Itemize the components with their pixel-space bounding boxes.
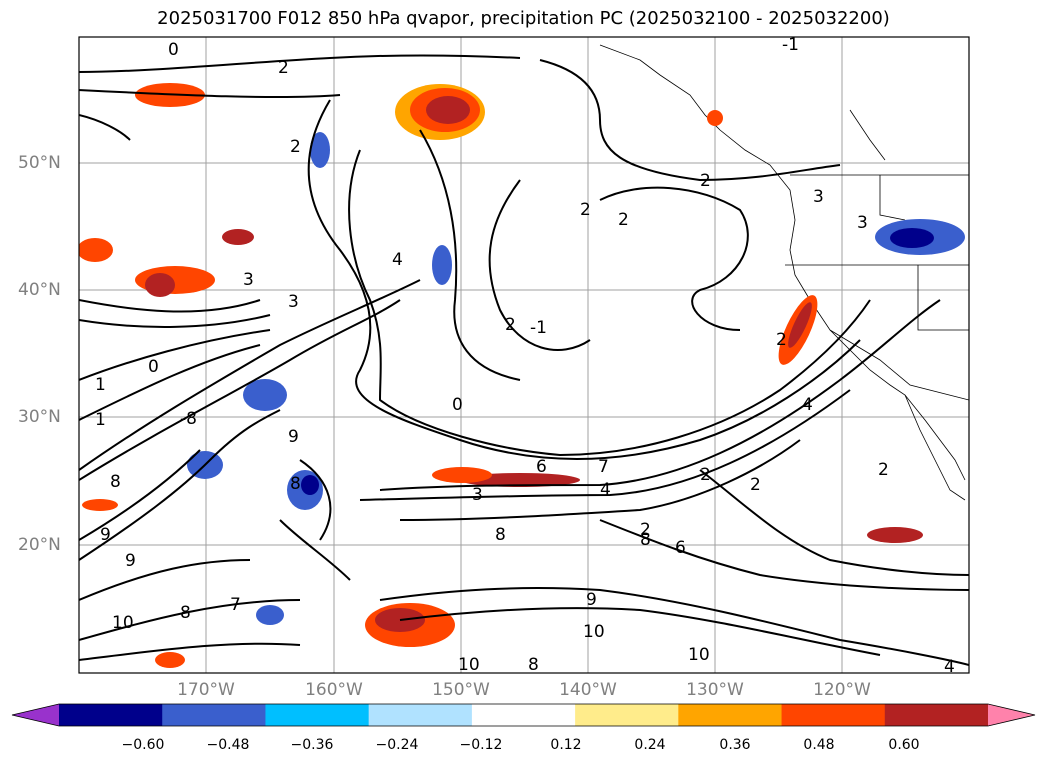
contour-label: 3 — [243, 270, 254, 290]
contour-label: 1 — [95, 375, 106, 395]
contour-label: 10 — [458, 655, 480, 675]
colorbar-tick: −0.48 — [206, 737, 250, 753]
contour-label: 9 — [100, 525, 111, 545]
contour-label: 3 — [288, 292, 299, 312]
contour-label: 2 — [580, 200, 591, 220]
contour-label: 8 — [495, 525, 506, 545]
contour-label: 3 — [472, 485, 483, 505]
graticule — [79, 37, 969, 673]
lon-label-150w: 150°W — [432, 680, 490, 700]
colorbar-segment — [59, 704, 163, 726]
colorbar-segment — [162, 704, 266, 726]
contour-labels: 0 2 -1 2 2 2 2 2 2 4 3 3 3 2 -1 1 0 1 -8… — [95, 35, 955, 677]
contour-label: 1 — [95, 410, 106, 430]
colorbar-tick: 0.12 — [550, 737, 582, 753]
precip-shading — [79, 83, 965, 668]
colorbar-tick: 0.36 — [719, 737, 751, 753]
contour-label: 9 — [586, 590, 597, 610]
colorbar-segment — [471, 704, 576, 726]
colorbar-segment — [678, 704, 783, 726]
lon-label-170w: 170°W — [177, 680, 235, 700]
colorbar-tick: −0.24 — [375, 737, 419, 753]
contour-label: 8 — [290, 474, 301, 494]
colorbar-extend-low — [12, 704, 59, 726]
colorbar-tick: 0.60 — [888, 737, 920, 753]
contour-label: 6 — [536, 457, 547, 477]
contour-label: 10 — [688, 645, 710, 665]
colorbar-segment — [368, 704, 473, 726]
map-plot-area: 0 2 -1 2 2 2 2 2 2 4 3 3 3 2 -1 1 0 1 -8… — [79, 35, 969, 677]
colorbar-tick: −0.60 — [121, 737, 165, 753]
contour-label: 9 — [288, 427, 299, 447]
contour-label: 4 — [944, 657, 955, 677]
contour-label: 10 — [112, 613, 134, 633]
contour-label: 9 — [125, 551, 136, 571]
colorbar-segment — [884, 704, 989, 726]
contour-label: -8 — [180, 409, 197, 429]
lon-label-120w: 120°W — [813, 680, 871, 700]
contour-label: 2 — [776, 330, 787, 350]
contour-label: 2 — [278, 58, 289, 78]
contour-label: 2 — [505, 315, 516, 335]
colorbar-tick: −0.36 — [290, 737, 334, 753]
colorbar-extend-high — [988, 704, 1035, 726]
colorbar-outline — [11, 703, 1036, 727]
contour-label: 4 — [802, 395, 813, 415]
contour-label: 7 — [598, 457, 609, 477]
contour-label: 0 — [168, 40, 179, 60]
lat-label-20n: 20°N — [18, 535, 61, 555]
contour-label: 4 — [600, 480, 611, 500]
contour-label: 2 — [640, 520, 651, 540]
colorbar-tick: 0.24 — [634, 737, 666, 753]
colorbar-segment — [265, 704, 370, 726]
contour-label: 8 — [180, 603, 191, 623]
contour-label: 10 — [583, 622, 605, 642]
qvapor-contours — [79, 54, 969, 666]
lon-label-140w: 140°W — [559, 680, 617, 700]
contour-label: 2 — [750, 475, 761, 495]
colorbar-tick: −0.12 — [459, 737, 503, 753]
colorbar-tick: 0.48 — [803, 737, 835, 753]
contour-label: 2 — [700, 171, 711, 191]
contour-label: 0 — [148, 357, 159, 377]
contour-label: -1 — [782, 35, 799, 55]
contour-label: 2 — [290, 137, 301, 157]
contour-label: 4 — [392, 250, 403, 270]
lat-label-40n: 40°N — [18, 280, 61, 300]
contour-label: 8 — [640, 530, 651, 550]
map-frame — [78, 36, 970, 674]
contour-label: 7 — [230, 595, 241, 615]
lon-label-160w: 160°W — [305, 680, 363, 700]
lat-label-30n: 30°N — [18, 407, 61, 427]
contour-label: 6 — [675, 538, 686, 558]
contour-label: 2 — [700, 465, 711, 485]
map-title: 2025031700 F012 850 hPa qvapor, precipit… — [157, 8, 890, 29]
contour-label: 3 — [813, 187, 824, 207]
coastlines — [599, 44, 969, 501]
colorbar-segment — [781, 704, 886, 726]
contour-label: 3 — [857, 213, 868, 233]
contour-label: 0 — [452, 395, 463, 415]
contour-label: 8 — [528, 655, 539, 675]
colorbar-segment — [575, 704, 679, 726]
contour-label: -1 — [530, 318, 547, 338]
contour-label: 2 — [618, 210, 629, 230]
lat-label-50n: 50°N — [18, 153, 61, 173]
lon-label-130w: 130°W — [686, 680, 744, 700]
contour-label: 2 — [878, 460, 889, 480]
colorbar — [11, 703, 1036, 727]
contour-label: 8 — [110, 472, 121, 492]
